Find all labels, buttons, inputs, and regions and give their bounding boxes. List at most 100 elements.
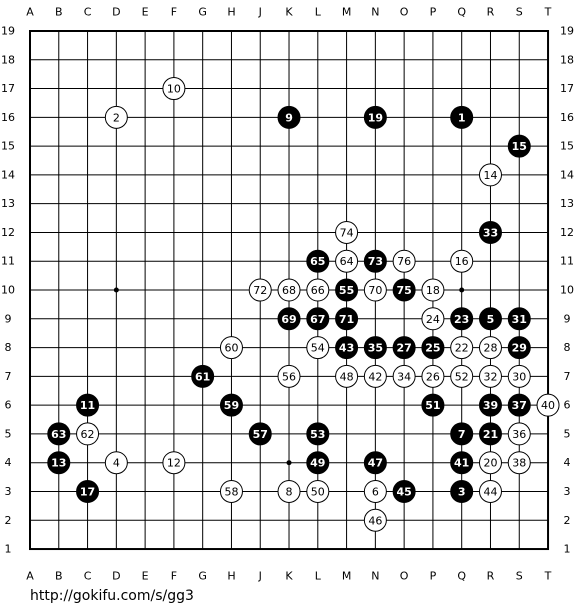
stone xyxy=(392,479,416,503)
move-number: 51 xyxy=(425,399,440,412)
stone xyxy=(76,422,100,446)
move-number: 58 xyxy=(224,485,238,498)
row-label: 13 xyxy=(560,197,574,210)
stone xyxy=(335,278,359,302)
stone xyxy=(450,422,474,446)
stone xyxy=(162,451,186,475)
stone xyxy=(363,451,387,475)
move-number: 73 xyxy=(368,255,383,268)
row-label: 4 xyxy=(564,456,571,469)
stone xyxy=(104,451,128,475)
stone xyxy=(421,364,445,388)
move-number: 30 xyxy=(512,370,526,383)
stone xyxy=(421,307,445,331)
row-label: 6 xyxy=(564,399,571,412)
stone xyxy=(507,393,531,417)
row-label: 12 xyxy=(560,226,574,239)
stone xyxy=(507,307,531,331)
stone xyxy=(277,278,301,302)
column-label: A xyxy=(26,6,34,19)
stone xyxy=(478,451,502,475)
row-label: 10 xyxy=(1,284,15,297)
move-number: 21 xyxy=(483,428,498,441)
move-number: 17 xyxy=(80,485,95,498)
stone xyxy=(363,278,387,302)
stone xyxy=(363,336,387,360)
move-number: 71 xyxy=(339,313,354,326)
stone xyxy=(363,508,387,532)
stone xyxy=(306,278,330,302)
stone xyxy=(306,336,330,360)
move-number: 11 xyxy=(80,399,95,412)
column-label: M xyxy=(342,6,352,19)
stone xyxy=(450,307,474,331)
column-label: D xyxy=(112,570,120,583)
row-label: 3 xyxy=(564,485,571,498)
row-label: 15 xyxy=(1,140,15,153)
row-label: 1 xyxy=(564,543,571,556)
move-number: 22 xyxy=(455,342,469,355)
row-label: 17 xyxy=(560,82,574,95)
stone xyxy=(450,105,474,129)
column-label: O xyxy=(400,570,409,583)
column-label: H xyxy=(227,570,235,583)
move-number: 76 xyxy=(397,255,411,268)
stone xyxy=(277,105,301,129)
stone xyxy=(450,364,474,388)
column-label: F xyxy=(171,570,177,583)
move-number: 69 xyxy=(281,313,296,326)
stone xyxy=(507,422,531,446)
move-number: 60 xyxy=(224,342,238,355)
move-number: 44 xyxy=(483,485,497,498)
column-label: N xyxy=(371,570,379,583)
move-number: 3 xyxy=(458,485,466,498)
column-label: J xyxy=(258,570,262,583)
move-number: 74 xyxy=(340,226,354,239)
stone xyxy=(507,364,531,388)
move-number: 68 xyxy=(282,284,296,297)
move-number: 39 xyxy=(483,399,498,412)
column-label: L xyxy=(315,6,322,19)
move-number: 14 xyxy=(483,169,497,182)
column-label: J xyxy=(258,6,262,19)
move-number: 35 xyxy=(368,342,383,355)
column-label: E xyxy=(142,6,149,19)
move-number: 49 xyxy=(310,457,325,470)
row-label: 19 xyxy=(560,25,574,38)
column-label: M xyxy=(342,570,352,583)
move-number: 40 xyxy=(541,399,555,412)
move-number: 5 xyxy=(487,313,495,326)
move-number: 63 xyxy=(51,428,66,441)
column-label: Q xyxy=(457,6,466,19)
move-number: 57 xyxy=(253,428,268,441)
move-number: 25 xyxy=(425,342,440,355)
stones: 1234567891011121314151617181920212223242… xyxy=(47,77,560,532)
row-label: 5 xyxy=(564,427,571,440)
row-label: 4 xyxy=(5,456,12,469)
star-point xyxy=(113,287,119,293)
move-number: 36 xyxy=(512,428,526,441)
stone xyxy=(248,278,272,302)
move-number: 8 xyxy=(286,485,293,498)
row-label: 10 xyxy=(560,284,574,297)
stone xyxy=(335,364,359,388)
row-label: 2 xyxy=(564,514,571,527)
stone xyxy=(450,336,474,360)
move-number: 55 xyxy=(339,284,354,297)
column-label: C xyxy=(84,570,92,583)
stone xyxy=(335,249,359,273)
stone xyxy=(478,336,502,360)
column-label: Q xyxy=(457,570,466,583)
column-label: K xyxy=(285,6,293,19)
move-number: 15 xyxy=(512,140,527,153)
stone xyxy=(277,307,301,331)
move-number: 37 xyxy=(512,399,527,412)
column-label: E xyxy=(142,570,149,583)
move-number: 53 xyxy=(310,428,325,441)
move-number: 1 xyxy=(458,111,466,124)
row-label: 12 xyxy=(1,226,15,239)
column-label: T xyxy=(544,570,552,583)
move-number: 54 xyxy=(311,342,325,355)
column-label: L xyxy=(315,570,322,583)
